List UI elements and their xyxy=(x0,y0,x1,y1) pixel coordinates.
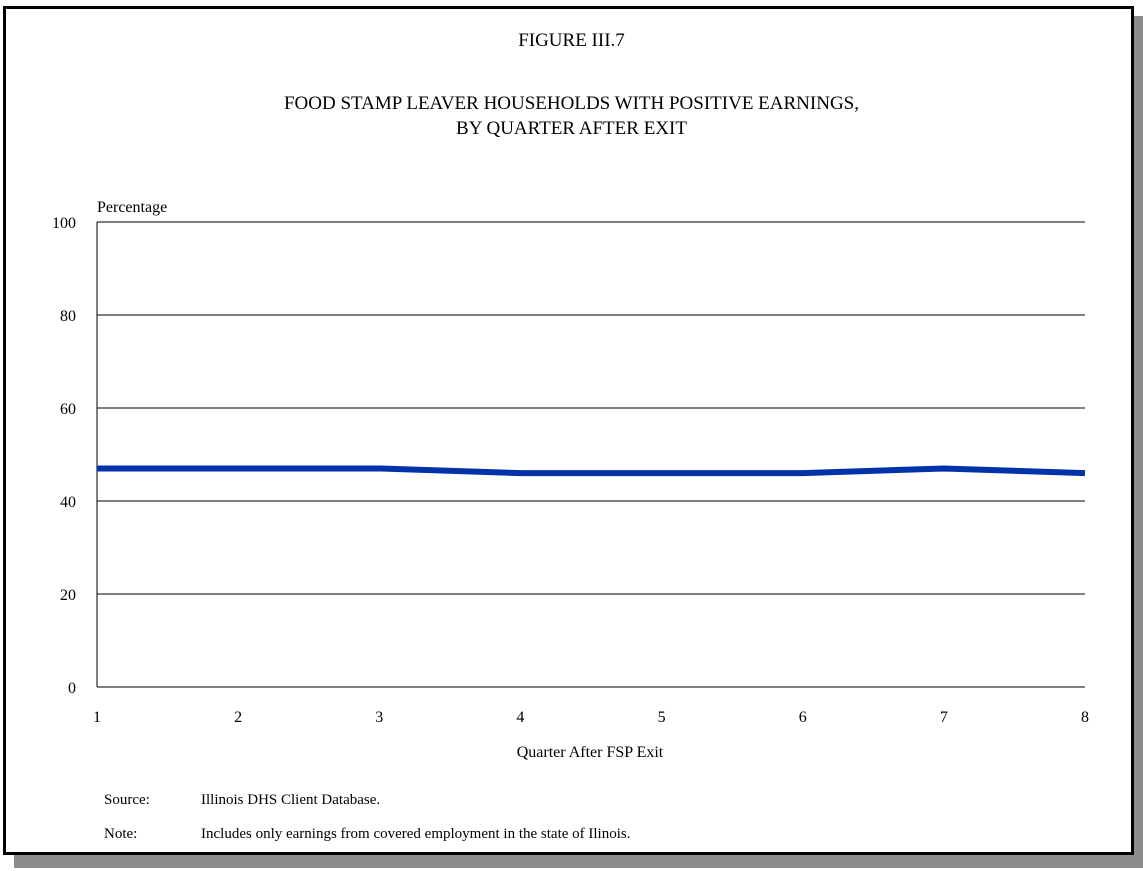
frame-shadow-right xyxy=(1134,16,1143,868)
chart-title-line-1: FOOD STAMP LEAVER HOUSEHOLDS WITH POSITI… xyxy=(283,93,859,114)
note-label: Note: xyxy=(104,826,138,842)
source-note: Source: Illinois DHS Client Database. xyxy=(104,792,380,809)
figure-number: FIGURE III.7 xyxy=(518,30,625,51)
x-tick-label: 5 xyxy=(658,709,666,726)
x-tick-label: 7 xyxy=(940,709,948,726)
x-tick-label: 6 xyxy=(799,709,807,726)
x-tick-label: 8 xyxy=(1081,709,1089,726)
series-line xyxy=(97,465,1086,477)
y-tick-label: 80 xyxy=(60,308,76,325)
x-tick-label: 1 xyxy=(93,709,101,726)
y-tick-label: 60 xyxy=(60,401,76,418)
source-label: Source: xyxy=(104,792,150,808)
note-text: Includes only earnings from covered empl… xyxy=(201,826,631,842)
x-tick-label: 4 xyxy=(516,709,524,726)
x-tick-labels: 1 2 3 4 5 6 7 8 xyxy=(93,709,1089,726)
x-tick-label: 2 xyxy=(234,709,242,726)
frame-shadow-bottom xyxy=(14,855,1143,868)
chart-title: FOOD STAMP LEAVER HOUSEHOLDS WITH POSITI… xyxy=(0,91,1143,141)
chart-title-line-2: BY QUARTER AFTER EXIT xyxy=(456,118,687,139)
y-tick-label: 100 xyxy=(52,215,76,232)
axes xyxy=(96,222,1085,688)
note: Note: Includes only earnings from covered… xyxy=(104,826,630,843)
figure-frame xyxy=(3,6,1134,855)
y-tick-label: 20 xyxy=(60,587,76,604)
gridlines xyxy=(97,221,1085,595)
x-axis-label: Quarter After FSP Exit xyxy=(517,744,664,761)
y-tick-labels: 0 20 40 60 80 100 xyxy=(52,215,76,697)
x-tick-label: 3 xyxy=(375,709,383,726)
y-axis-label: Percentage xyxy=(97,199,167,216)
source-text: Illinois DHS Client Database. xyxy=(201,792,381,808)
y-tick-label: 0 xyxy=(68,680,76,697)
series-group xyxy=(96,465,1086,477)
y-tick-label: 40 xyxy=(60,494,76,511)
